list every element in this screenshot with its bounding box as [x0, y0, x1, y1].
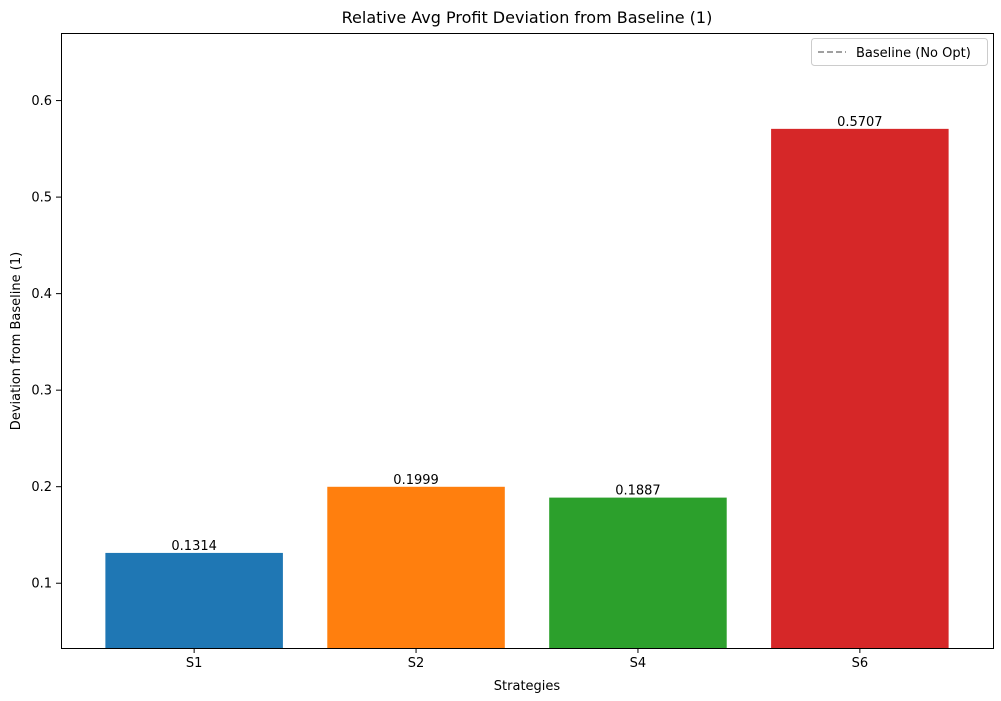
legend-box [811, 38, 988, 66]
x-tick-label-s6: S6 [852, 656, 869, 671]
y-tick-label: 0.3 [31, 384, 52, 399]
y-axis: 0.1 0.2 0.3 0.4 0.5 0.6 [31, 94, 61, 592]
x-axis: S1 S2 S4 S6 [186, 648, 868, 671]
chart-title: Relative Avg Profit Deviation from Basel… [342, 8, 713, 27]
data-label-s1: 0.1314 [171, 539, 217, 554]
x-tick-label-s4: S4 [630, 656, 647, 671]
bar-s2 [327, 486, 505, 648]
bars-layer [105, 128, 949, 648]
y-tick-label: 0.5 [31, 191, 52, 206]
data-label-s6: 0.5707 [837, 115, 883, 130]
bar-s6 [771, 128, 949, 648]
legend: Baseline (No Opt) [811, 38, 988, 66]
y-tick-label: 0.1 [31, 577, 52, 592]
y-tick-label: 0.2 [31, 480, 52, 495]
x-tick-label-s2: S2 [408, 656, 425, 671]
legend-entry-label: Baseline (No Opt) [856, 46, 971, 61]
x-tick-label-s1: S1 [186, 656, 203, 671]
y-axis-label: Deviation from Baseline (1) [9, 252, 24, 430]
bar-s4 [549, 497, 727, 648]
x-axis-label: Strategies [494, 679, 561, 694]
data-label-s4: 0.1887 [615, 484, 661, 499]
y-tick-label: 0.6 [31, 94, 52, 109]
y-tick-label: 0.4 [31, 287, 52, 302]
data-labels-layer: 0.1314 0.1999 0.1887 0.5707 [171, 115, 882, 554]
data-label-s2: 0.1999 [393, 473, 439, 488]
plot-frame [61, 33, 994, 649]
bar-s1 [105, 552, 283, 648]
